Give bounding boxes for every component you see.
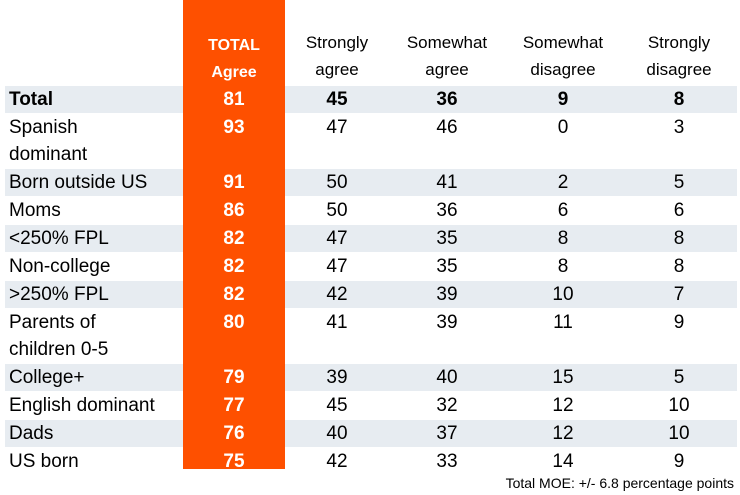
cell-somewhat_disagree: 15 bbox=[552, 367, 574, 388]
cell-somewhat_disagree: 12 bbox=[552, 395, 574, 416]
cell-somewhat_agree: 39 bbox=[436, 312, 458, 333]
cell-strongly_agree: 39 bbox=[326, 367, 348, 388]
cell-strongly_agree: 42 bbox=[326, 451, 348, 472]
cell-strongly_disagree: 10 bbox=[668, 395, 690, 416]
cell-somewhat_disagree: 11 bbox=[553, 312, 573, 333]
row-band bbox=[5, 420, 737, 447]
cell-somewhat_agree: 36 bbox=[436, 200, 458, 221]
row-label: English dominant bbox=[9, 395, 155, 416]
row-label: Spanish dominant bbox=[9, 117, 88, 165]
cell-somewhat_disagree: 6 bbox=[557, 200, 569, 221]
cell-strongly_agree: 45 bbox=[326, 89, 348, 110]
column-header-strongly_disagree: Strongly disagree bbox=[646, 33, 712, 79]
cell-total: 93 bbox=[223, 117, 245, 138]
cell-total: 79 bbox=[223, 367, 245, 388]
cell-total: 76 bbox=[223, 423, 245, 444]
cell-somewhat_disagree: 2 bbox=[557, 172, 569, 193]
row-label: Parents of children 0-5 bbox=[9, 312, 109, 360]
cell-strongly_agree: 50 bbox=[326, 172, 348, 193]
row-label: Non-college bbox=[9, 256, 111, 277]
cell-total: 82 bbox=[223, 256, 245, 277]
row-band bbox=[5, 364, 737, 391]
cell-somewhat_agree: 35 bbox=[436, 228, 458, 249]
cell-somewhat_agree: 41 bbox=[436, 172, 458, 193]
row-band bbox=[5, 86, 737, 113]
row-label: Moms bbox=[9, 200, 61, 221]
cell-total: 82 bbox=[223, 284, 245, 305]
moe-footnote: Total MOE: +/- 6.8 percentage points bbox=[505, 475, 734, 491]
column-header-total: TOTAL Agree bbox=[208, 37, 260, 81]
cell-somewhat_agree: 40 bbox=[436, 367, 458, 388]
cell-somewhat_agree: 36 bbox=[436, 89, 458, 110]
cell-strongly_disagree: 10 bbox=[668, 423, 690, 444]
cell-somewhat_agree: 33 bbox=[436, 451, 458, 472]
cell-strongly_disagree: 8 bbox=[673, 256, 685, 277]
row-label: US born bbox=[9, 451, 79, 472]
cell-total: 91 bbox=[223, 172, 245, 193]
row-label: Dads bbox=[9, 423, 54, 444]
cell-somewhat_agree: 37 bbox=[436, 423, 458, 444]
cell-total: 75 bbox=[223, 451, 245, 472]
cell-somewhat_disagree: 8 bbox=[557, 256, 569, 277]
cell-strongly_agree: 45 bbox=[326, 395, 348, 416]
total-agree-highlight-column bbox=[183, 0, 285, 469]
cell-somewhat_agree: 35 bbox=[436, 256, 458, 277]
cell-somewhat_disagree: 0 bbox=[557, 117, 569, 138]
cell-strongly_agree: 42 bbox=[326, 284, 348, 305]
cell-strongly_disagree: 5 bbox=[673, 367, 685, 388]
cell-strongly_agree: 41 bbox=[326, 312, 348, 333]
cell-strongly_disagree: 7 bbox=[673, 284, 685, 305]
cell-total: 82 bbox=[223, 228, 245, 249]
cell-strongly_agree: 47 bbox=[326, 256, 348, 277]
cell-strongly_agree: 40 bbox=[326, 423, 348, 444]
row-band bbox=[5, 281, 737, 308]
cell-strongly_agree: 47 bbox=[326, 117, 348, 138]
column-header-strongly_agree: Strongly agree bbox=[305, 33, 369, 79]
cell-somewhat_disagree: 9 bbox=[557, 89, 569, 110]
cell-strongly_agree: 47 bbox=[326, 228, 348, 249]
row-label: >250% FPL bbox=[9, 284, 109, 305]
cell-strongly_disagree: 9 bbox=[673, 451, 685, 472]
cell-strongly_disagree: 3 bbox=[673, 117, 685, 138]
row-band bbox=[5, 169, 737, 196]
cell-strongly_disagree: 5 bbox=[673, 172, 685, 193]
row-label: College+ bbox=[9, 367, 85, 388]
cell-strongly_disagree: 9 bbox=[673, 312, 685, 333]
cell-somewhat_agree: 39 bbox=[436, 284, 458, 305]
cell-total: 86 bbox=[223, 200, 245, 221]
cell-strongly_agree: 50 bbox=[326, 200, 348, 221]
cell-total: 77 bbox=[223, 395, 245, 416]
cell-somewhat_disagree: 12 bbox=[552, 423, 574, 444]
cell-somewhat_disagree: 14 bbox=[552, 451, 574, 472]
cell-somewhat_agree: 32 bbox=[436, 395, 458, 416]
cell-strongly_disagree: 8 bbox=[673, 228, 685, 249]
cell-strongly_disagree: 8 bbox=[673, 89, 685, 110]
cell-total: 80 bbox=[223, 312, 245, 333]
cell-strongly_disagree: 6 bbox=[673, 200, 685, 221]
column-header-somewhat_disagree: Somewhat disagree bbox=[522, 33, 604, 79]
row-label: Born outside US bbox=[9, 172, 148, 193]
row-label: <250% FPL bbox=[9, 228, 109, 249]
column-header-somewhat_agree: Somewhat agree bbox=[406, 33, 488, 79]
row-band bbox=[5, 225, 737, 252]
cell-total: 81 bbox=[223, 89, 245, 110]
row-label: Total bbox=[9, 89, 53, 110]
cell-somewhat_agree: 46 bbox=[436, 117, 458, 138]
cell-somewhat_disagree: 10 bbox=[552, 284, 574, 305]
cell-somewhat_disagree: 8 bbox=[557, 228, 569, 249]
